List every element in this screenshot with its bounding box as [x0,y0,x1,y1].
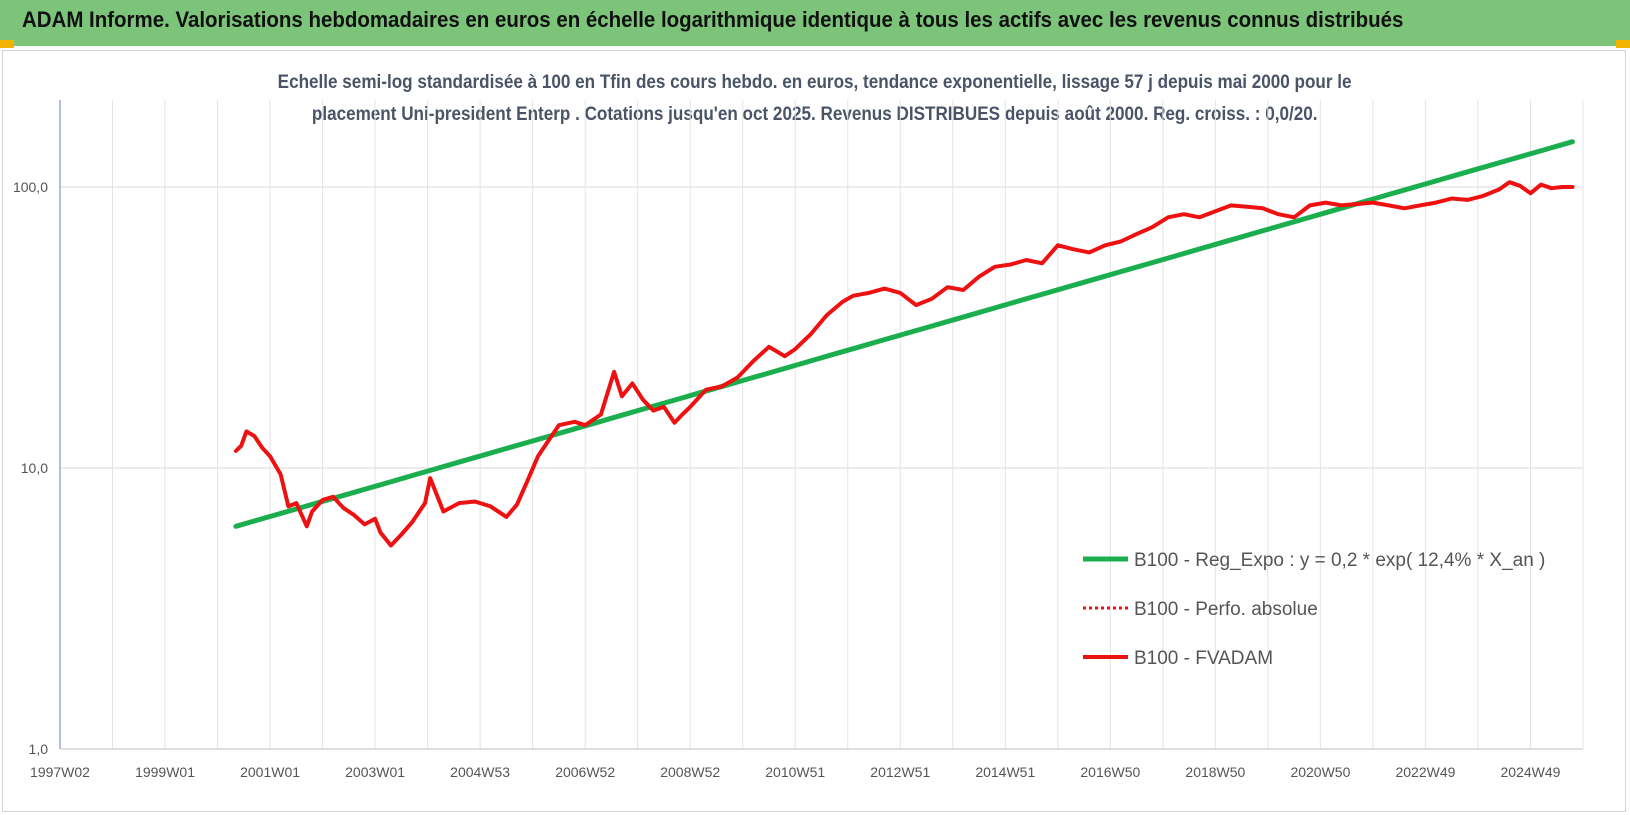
chart-title-line-1-text: Echelle semi-log standardisée à 100 en T… [278,72,1352,93]
x-tick-label: 2001W01 [240,764,300,780]
x-tick-label: 2016W50 [1080,764,1140,780]
x-tick-label: 2008W52 [660,764,720,780]
tick-labels: 1,0 10,0 100,0 1997W02 1999W01 2001W01 2003W01… [13,179,1561,780]
x-tick-label: 2012W51 [870,764,930,780]
series-line-fvadam [233,180,1575,548]
x-tick-label: 1999W01 [135,764,195,780]
x-tick-label: 2018W50 [1185,764,1245,780]
axes [59,100,1583,750]
x-tick-label: 2003W01 [345,764,405,780]
legend: B100 - Reg_Expo : y = 0,2 * exp( 12,4% *… [1083,550,1545,669]
chart-title-line-1: Echelle semi-log standardisée à 100 en T… [0,72,1630,94]
title-banner: ADAM Informe. Valorisations hebdomadaire… [0,0,1630,46]
y-tick-label: 10,0 [21,460,48,476]
x-tick-label: 2004W53 [450,764,510,780]
legend-label: B100 - FVADAM [1134,648,1273,669]
x-tick-label: 2010W51 [765,764,825,780]
chart-title-line-2: placement Uni-president Enterp . Cotatio… [0,104,1630,126]
corner-marker-right [1616,40,1630,48]
series-lines [233,139,1575,548]
x-tick-label: 2014W51 [975,764,1035,780]
x-tick-label: 2024W49 [1501,764,1561,780]
x-tick-label: 2020W50 [1290,764,1350,780]
series-line-reg-expo [233,139,1575,529]
grid-lines [60,100,1584,749]
corner-marker-left [0,40,14,48]
x-tick-label: 2006W52 [555,764,615,780]
legend-label: B100 - Perfo. absolue [1134,599,1318,620]
banner-title: ADAM Informe. Valorisations hebdomadaire… [22,7,1404,32]
x-tick-label: 2022W49 [1395,764,1455,780]
chart-title-line-2-text: placement Uni-president Enterp . Cotatio… [312,104,1318,125]
y-tick-label: 1,0 [29,741,49,757]
x-tick-label: 1997W02 [30,764,90,780]
chart-frame [2,50,1626,812]
y-tick-label: 100,0 [13,179,48,195]
legend-label: B100 - Reg_Expo : y = 0,2 * exp( 12,4% *… [1134,550,1545,571]
